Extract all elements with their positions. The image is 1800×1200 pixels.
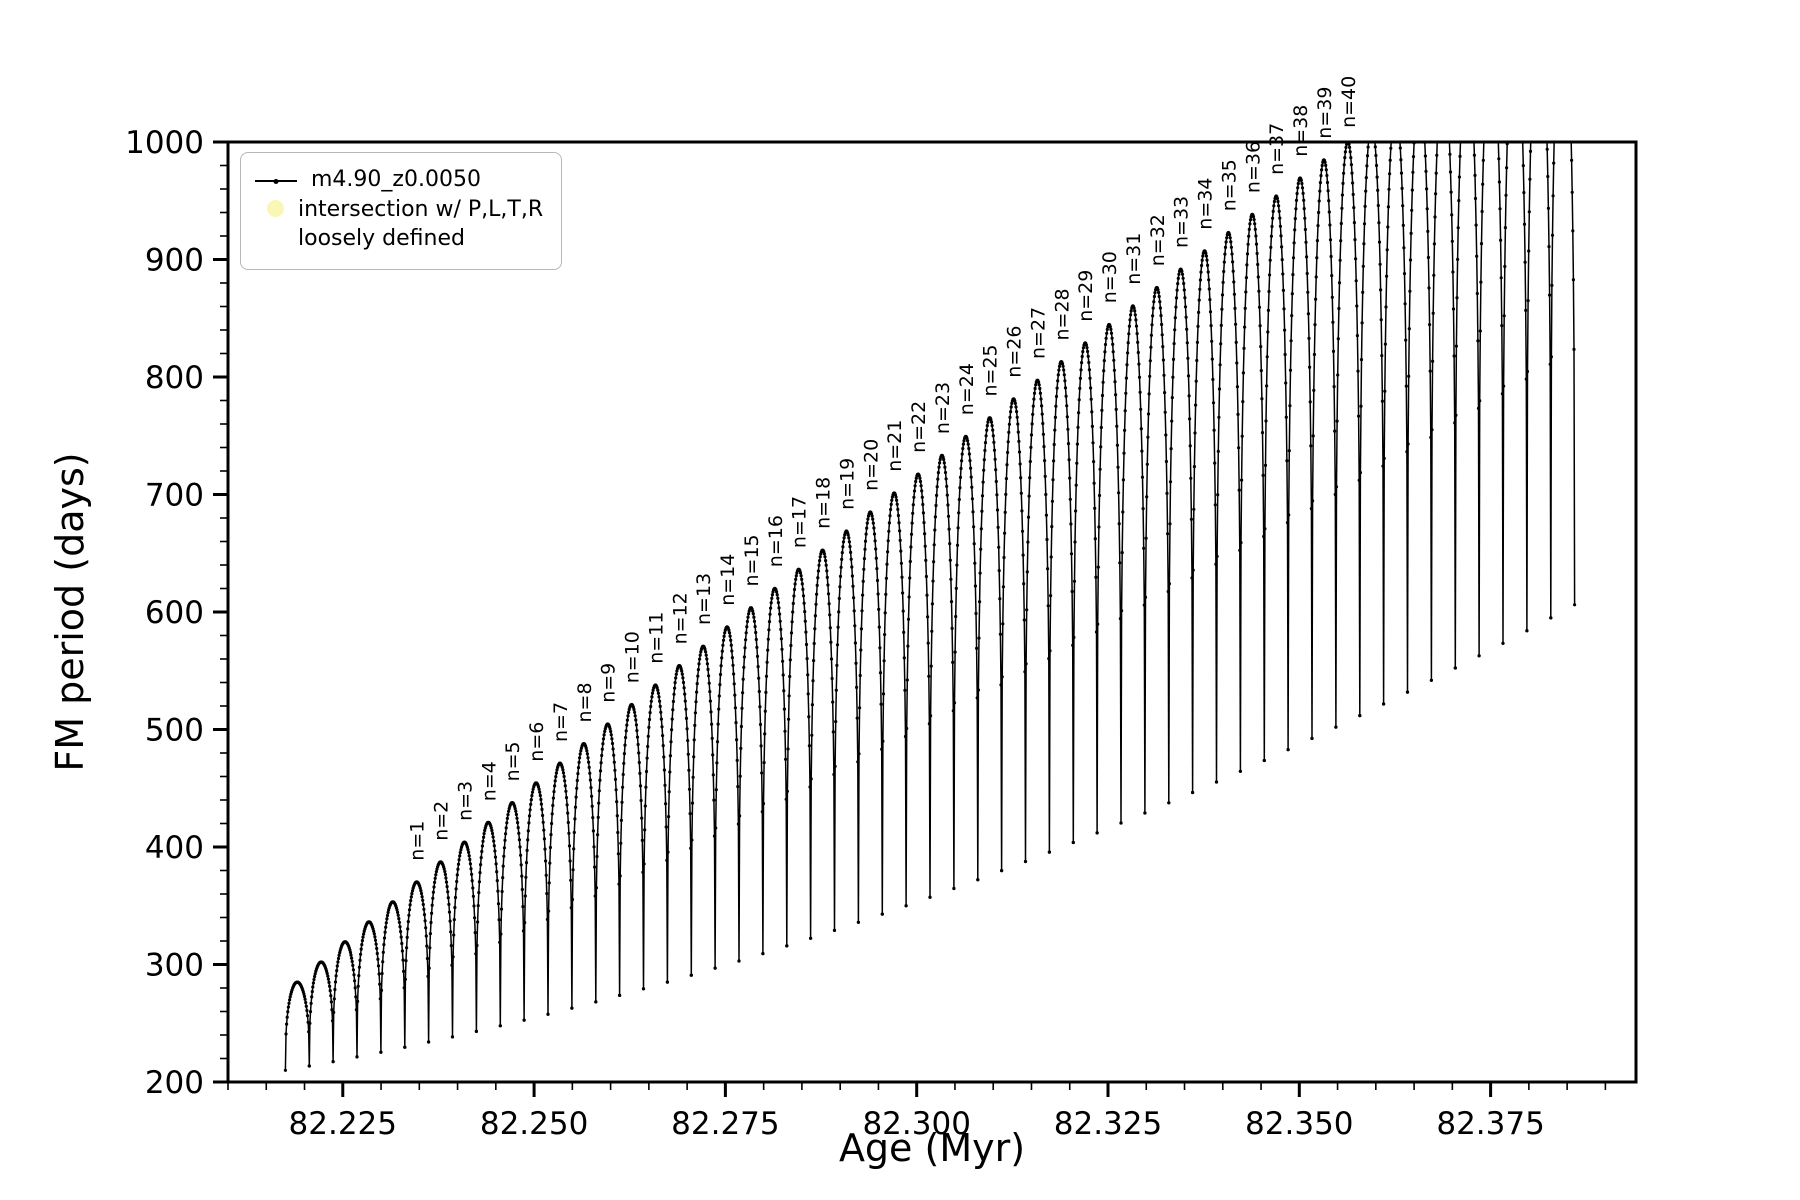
peak-label: n=1 bbox=[407, 821, 429, 861]
peak-label: n=31 bbox=[1123, 233, 1145, 285]
legend-line-sample bbox=[255, 178, 297, 184]
peak-label: n=29 bbox=[1075, 270, 1097, 322]
peak-label: n=16 bbox=[765, 515, 787, 567]
series-line bbox=[284, 142, 1576, 1071]
peak-label: n=39 bbox=[1314, 87, 1336, 139]
peak-label: n=24 bbox=[956, 363, 978, 415]
peak-label: n=40 bbox=[1338, 76, 1360, 128]
x-tick-label: 82.300 bbox=[862, 1106, 970, 1142]
peak-label: n=38 bbox=[1290, 105, 1312, 157]
legend-label-intersection: intersection w/ P,L,T,R loosely defined bbox=[298, 197, 544, 251]
legend-entry-series: m4.90_z0.0050 bbox=[255, 167, 543, 192]
peak-label: n=2 bbox=[431, 801, 453, 841]
peak-label: n=8 bbox=[574, 682, 596, 722]
peak-label: n=18 bbox=[813, 477, 835, 529]
x-tick-label: 82.275 bbox=[671, 1106, 779, 1142]
peak-label: n=10 bbox=[622, 631, 644, 683]
peak-label: n=15 bbox=[741, 534, 763, 586]
peak-label: n=30 bbox=[1099, 251, 1121, 303]
y-tick-label: 300 bbox=[145, 948, 204, 984]
series-markers bbox=[283, 142, 1577, 1072]
legend: m4.90_z0.0050 intersection w/ P,L,T,R lo… bbox=[240, 152, 563, 271]
peak-label: n=19 bbox=[836, 458, 858, 510]
peak-label: n=27 bbox=[1027, 307, 1049, 359]
legend-label-series: m4.90_z0.0050 bbox=[311, 167, 481, 192]
x-tick-label: 82.250 bbox=[480, 1106, 588, 1142]
peak-label: n=26 bbox=[1004, 326, 1026, 378]
y-tick-label: 600 bbox=[145, 595, 204, 631]
peak-label: n=7 bbox=[550, 702, 572, 742]
peak-label: n=28 bbox=[1051, 288, 1073, 340]
peak-label: n=17 bbox=[789, 496, 811, 548]
peak-label: n=14 bbox=[717, 554, 739, 606]
y-tick-label: 500 bbox=[145, 713, 204, 749]
series-group bbox=[283, 142, 1577, 1072]
y-tick-label: 400 bbox=[145, 830, 204, 866]
peak-label: n=23 bbox=[932, 382, 954, 434]
y-tick-label: 900 bbox=[145, 243, 204, 279]
x-axis-label: Age (Myr) bbox=[838, 1126, 1026, 1170]
peak-label: n=25 bbox=[980, 344, 1002, 396]
peak-label: n=11 bbox=[646, 612, 668, 664]
peak-label: n=32 bbox=[1147, 214, 1169, 266]
peak-label: n=36 bbox=[1242, 141, 1264, 193]
peak-label: n=4 bbox=[478, 761, 500, 801]
legend-entry-intersection: intersection w/ P,L,T,R loosely defined bbox=[255, 196, 543, 253]
legend-marker-sample bbox=[267, 200, 284, 217]
peak-label: n=20 bbox=[860, 439, 882, 491]
x-tick-label: 82.325 bbox=[1054, 1106, 1162, 1142]
axes-spines bbox=[226, 140, 1638, 1084]
y-tick-label: 700 bbox=[145, 478, 204, 514]
peak-label: n=35 bbox=[1218, 159, 1240, 211]
peak-label: n=21 bbox=[884, 420, 906, 472]
peak-label: n=9 bbox=[598, 663, 620, 703]
peak-label: n=13 bbox=[693, 573, 715, 625]
peak-label: n=12 bbox=[669, 592, 691, 644]
x-tick-label: 82.375 bbox=[1436, 1106, 1544, 1142]
peak-label: n=6 bbox=[526, 722, 548, 762]
peak-label: n=34 bbox=[1195, 178, 1217, 230]
peak-label: n=5 bbox=[502, 741, 524, 781]
peak-label: n=33 bbox=[1171, 196, 1193, 248]
peak-label: n=3 bbox=[455, 781, 477, 821]
y-tick-label: 800 bbox=[145, 360, 204, 396]
y-axis-label: FM period (days) bbox=[48, 452, 92, 772]
y-tick-label: 1000 bbox=[125, 125, 204, 161]
y-tick-label: 200 bbox=[145, 1065, 204, 1101]
peak-label: n=37 bbox=[1266, 123, 1288, 175]
legend-line-marker-icon bbox=[273, 178, 279, 184]
peak-label: n=22 bbox=[908, 401, 930, 453]
x-tick-label: 82.350 bbox=[1245, 1106, 1353, 1142]
x-tick-label: 82.225 bbox=[289, 1106, 397, 1142]
